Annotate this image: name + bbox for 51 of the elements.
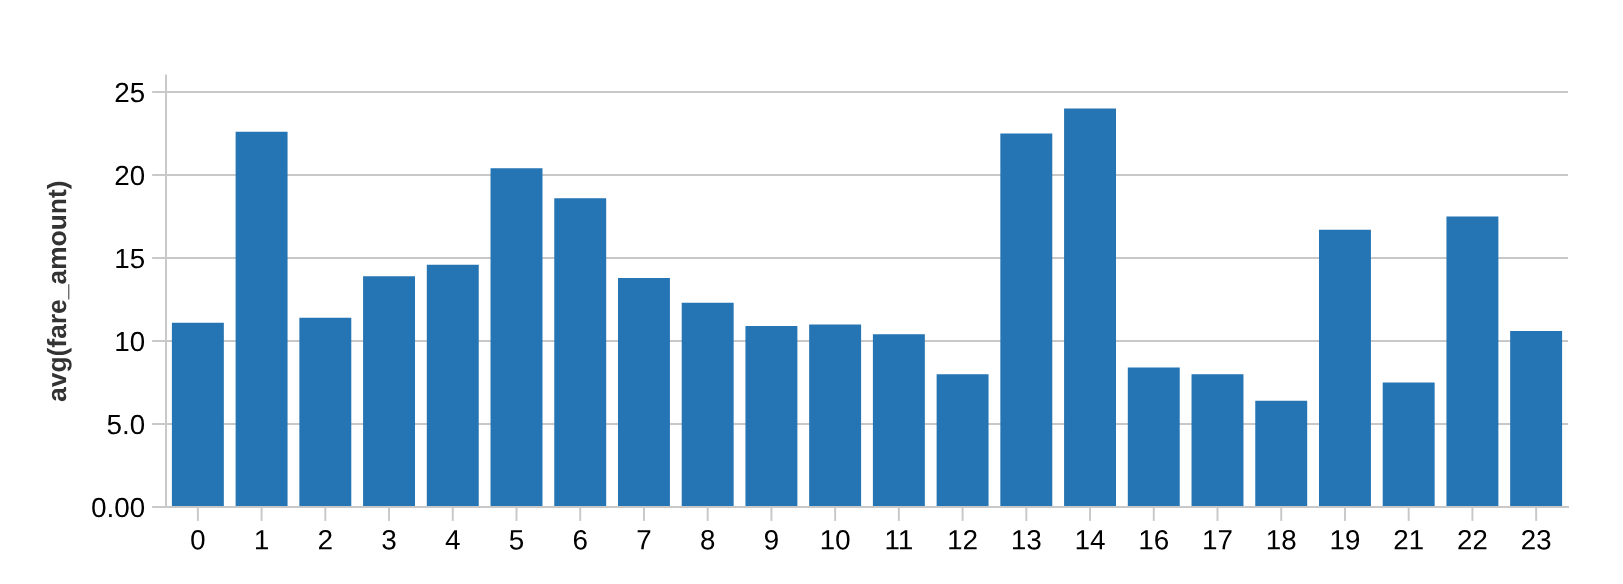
bar xyxy=(1000,133,1053,507)
x-tick-label: 10 xyxy=(821,529,850,550)
bar xyxy=(681,302,734,507)
x-tick-label: 14 xyxy=(1076,530,1105,550)
bar xyxy=(235,131,288,507)
x-tick-label: 2 xyxy=(318,529,332,550)
x-tick-label: 11 xyxy=(886,530,912,550)
x-tick-label: 5 xyxy=(509,530,524,550)
x-tick-label: 8 xyxy=(701,529,715,550)
bar xyxy=(1318,229,1371,507)
x-tick-label: 18 xyxy=(1267,529,1296,550)
x-tick-label: 0 xyxy=(191,529,205,550)
bar xyxy=(745,326,798,507)
bar xyxy=(299,317,352,507)
bar xyxy=(490,168,543,507)
y-tick-label: 10 xyxy=(116,331,145,352)
x-tick-label: 9 xyxy=(764,529,778,550)
bar xyxy=(617,277,670,507)
x-tick-label: 4 xyxy=(445,530,460,550)
bar xyxy=(1255,400,1308,507)
bar xyxy=(1127,367,1180,507)
x-tick-label: 6 xyxy=(573,529,587,550)
bar xyxy=(1382,382,1435,507)
bar xyxy=(363,276,416,507)
bar xyxy=(872,334,925,507)
bar xyxy=(809,324,862,507)
bar xyxy=(1064,108,1117,507)
y-tick-label: 15 xyxy=(116,248,145,269)
bar xyxy=(1191,374,1244,507)
bar xyxy=(1446,216,1499,507)
x-tick-label: 13 xyxy=(1012,529,1041,550)
x-tick-label: 1 xyxy=(255,530,268,550)
y-tick-label: 20 xyxy=(115,165,145,186)
bar xyxy=(936,374,989,507)
x-tick-label: 12 xyxy=(949,529,977,550)
y-axis-title: avg(fare_amount) xyxy=(46,181,72,402)
x-tick-label: 3 xyxy=(382,529,396,550)
x-tick-label: 7 xyxy=(637,530,651,550)
bar xyxy=(426,264,479,507)
x-tick-label: 23 xyxy=(1522,529,1551,550)
y-tick-label: 25 xyxy=(115,82,145,103)
x-tick-label: 22 xyxy=(1458,529,1487,550)
bar xyxy=(1510,331,1563,507)
y-tick-label: 0.00 xyxy=(92,497,145,518)
bar xyxy=(171,322,224,507)
x-tick-label: 16 xyxy=(1140,529,1168,550)
x-tick-label: 21 xyxy=(1394,529,1423,550)
y-tick-label: 5.0 xyxy=(107,414,145,435)
x-tick-label: 19 xyxy=(1331,529,1360,550)
bar xyxy=(554,198,607,507)
x-tick-label: 17 xyxy=(1204,530,1232,550)
